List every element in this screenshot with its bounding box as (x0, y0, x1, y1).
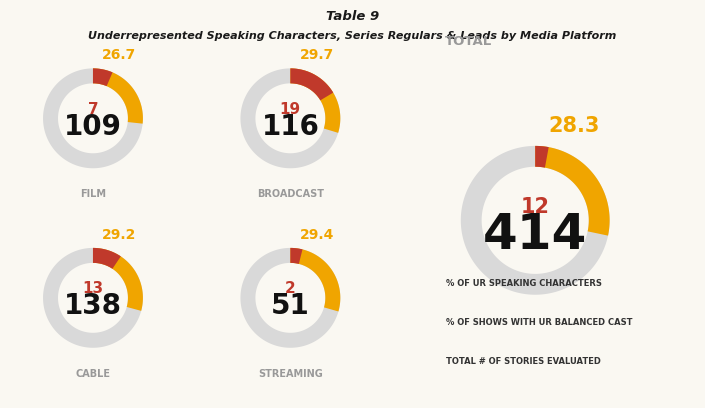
Polygon shape (43, 248, 143, 348)
Text: Table 9: Table 9 (326, 10, 379, 23)
Text: % OF SHOWS WITH UR BALANCED CAST: % OF SHOWS WITH UR BALANCED CAST (446, 318, 632, 327)
Text: CABLE: CABLE (75, 369, 111, 379)
Polygon shape (535, 146, 610, 236)
Text: Underrepresented Speaking Characters, Series Regulars & Leads by Media Platform: Underrepresented Speaking Characters, Se… (88, 31, 617, 41)
Text: 12: 12 (521, 197, 550, 217)
Polygon shape (290, 69, 341, 133)
Text: 29.4: 29.4 (300, 228, 334, 242)
Text: 7: 7 (87, 102, 98, 117)
Polygon shape (535, 146, 548, 168)
Polygon shape (461, 146, 610, 295)
Text: TOTAL: TOTAL (445, 35, 493, 48)
Text: 26.7: 26.7 (102, 48, 136, 62)
Polygon shape (93, 248, 143, 311)
Text: 414: 414 (483, 211, 587, 259)
Polygon shape (43, 69, 143, 168)
Text: 19: 19 (280, 102, 301, 117)
Text: TOTAL # OF STORIES EVALUATED: TOTAL # OF STORIES EVALUATED (446, 357, 601, 366)
Text: 138: 138 (64, 292, 122, 320)
Text: 2: 2 (285, 282, 295, 296)
Text: 28.3: 28.3 (548, 116, 600, 136)
Text: BROADCAST: BROADCAST (257, 189, 324, 199)
Text: FILM: FILM (80, 189, 106, 199)
Polygon shape (93, 248, 121, 269)
Polygon shape (93, 69, 113, 86)
Polygon shape (290, 69, 333, 100)
Text: 29.7: 29.7 (300, 48, 334, 62)
Text: 109: 109 (64, 113, 122, 141)
Text: 51: 51 (271, 292, 309, 320)
Polygon shape (240, 248, 341, 348)
Text: % OF UR SPEAKING CHARACTERS: % OF UR SPEAKING CHARACTERS (446, 279, 601, 288)
Polygon shape (290, 248, 341, 311)
Text: 13: 13 (82, 282, 104, 296)
Polygon shape (240, 69, 341, 168)
Text: 116: 116 (262, 113, 319, 141)
Text: STREAMING: STREAMING (258, 369, 323, 379)
Polygon shape (290, 248, 302, 264)
Polygon shape (93, 69, 143, 124)
Text: 29.2: 29.2 (102, 228, 137, 242)
